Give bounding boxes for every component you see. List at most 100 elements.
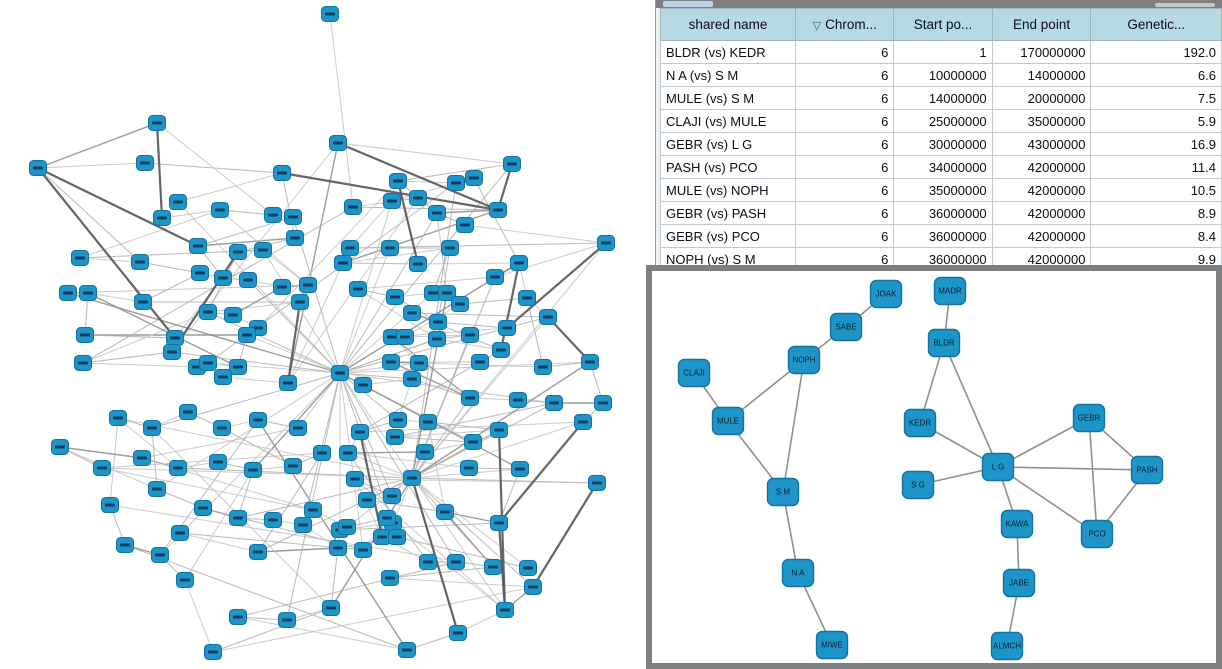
network-edge[interactable] — [943, 342, 999, 468]
network-node[interactable] — [436, 504, 454, 520]
network-node[interactable] — [490, 422, 508, 438]
network-node[interactable] — [419, 554, 437, 570]
network-edge[interactable] — [342, 262, 419, 265]
network-edge[interactable] — [156, 122, 274, 216]
network-edge[interactable] — [82, 351, 173, 364]
network-node[interactable] — [574, 414, 592, 430]
network-edge[interactable] — [339, 362, 420, 374]
network-edge[interactable] — [394, 429, 500, 438]
network-edge[interactable] — [84, 334, 176, 339]
network-node[interactable] — [409, 190, 427, 206]
network-node[interactable] — [424, 285, 442, 301]
network-node[interactable] — [289, 420, 307, 436]
network-edge[interactable] — [411, 242, 607, 479]
network-edge[interactable] — [339, 247, 391, 374]
table-row[interactable]: MULE (vs) NOPH 6 35000000 42000000 10.5 — [659, 178, 1222, 202]
network-node[interactable] — [545, 395, 563, 411]
network-node[interactable] — [189, 238, 207, 254]
network-node[interactable] — [239, 272, 257, 288]
network-node[interactable] — [169, 460, 187, 476]
network-edge[interactable] — [59, 446, 143, 459]
network-edge[interactable] — [197, 237, 296, 247]
network-node-kedr[interactable]: KEDR — [903, 408, 937, 438]
network-edge[interactable] — [411, 397, 471, 479]
network-edge[interactable] — [142, 272, 201, 303]
network-edge[interactable] — [257, 180, 399, 329]
network-node[interactable] — [354, 377, 372, 393]
network-node[interactable] — [403, 305, 421, 321]
network-edge[interactable] — [82, 362, 198, 368]
network-edge[interactable] — [1088, 417, 1098, 535]
network-node[interactable] — [59, 285, 77, 301]
network-node[interactable] — [238, 327, 256, 343]
network-node-joak[interactable]: JOAK — [869, 279, 903, 309]
network-edge[interactable] — [389, 577, 534, 588]
network-node[interactable] — [273, 279, 291, 295]
network-edge[interactable] — [411, 378, 471, 399]
network-node-s-m[interactable]: S M — [766, 477, 800, 507]
network-node[interactable] — [518, 290, 536, 306]
network-node[interactable] — [447, 554, 465, 570]
network-node[interactable] — [214, 270, 232, 286]
network-node[interactable] — [76, 327, 94, 343]
network-edge[interactable] — [349, 200, 393, 249]
network-node[interactable] — [153, 210, 171, 226]
network-node[interactable] — [229, 510, 247, 526]
network-edge[interactable] — [151, 427, 158, 490]
network-edge[interactable] — [997, 466, 1148, 471]
network-node[interactable] — [484, 559, 502, 575]
network-node-mule[interactable]: MULE — [711, 406, 745, 436]
network-edge[interactable] — [473, 177, 520, 264]
network-edge[interactable] — [286, 372, 341, 621]
network-edge[interactable] — [437, 321, 508, 329]
network-edge[interactable] — [207, 301, 301, 313]
network-node[interactable] — [451, 296, 469, 312]
network-node[interactable] — [419, 414, 437, 430]
network-edge[interactable] — [339, 372, 457, 563]
network-node[interactable] — [29, 160, 47, 176]
table-row[interactable]: GEBR (vs) L G 6 30000000 43000000 16.9 — [659, 132, 1222, 156]
network-node[interactable] — [131, 254, 149, 270]
network-edge[interactable] — [464, 224, 607, 244]
column-header-chrom-[interactable]: ▽ Chrom... — [795, 8, 895, 41]
network-edge[interactable] — [339, 372, 399, 421]
network-node[interactable] — [410, 355, 428, 371]
network-edge[interactable] — [359, 361, 481, 433]
table-row[interactable]: N A (vs) S M 6 10000000 14000000 6.6 — [659, 63, 1222, 87]
network-node[interactable] — [194, 500, 212, 516]
network-node[interactable] — [429, 314, 447, 330]
network-node[interactable] — [136, 155, 154, 171]
network-edge[interactable] — [139, 261, 201, 274]
network-edge[interactable] — [411, 361, 591, 479]
network-node[interactable] — [211, 202, 229, 218]
network-node[interactable] — [341, 240, 359, 256]
network-edge[interactable] — [297, 372, 341, 429]
network-node[interactable] — [460, 460, 478, 476]
network-edge[interactable] — [141, 427, 299, 459]
network-node[interactable] — [109, 410, 127, 426]
detail-network-panel[interactable]: JOAK MADR SABE NOPH BLDR CLAJI MULE KEDR GEBR L G… — [646, 265, 1222, 669]
column-header-genetic-[interactable]: Genetic... — [1090, 8, 1222, 41]
network-node[interactable] — [331, 365, 349, 381]
network-node[interactable] — [321, 6, 339, 22]
network-edge[interactable] — [37, 167, 199, 247]
scrollbar-thumb[interactable] — [663, 1, 713, 7]
network-node-claji[interactable]: CLAJI — [677, 358, 711, 388]
network-node-l-g[interactable]: L G — [981, 452, 1015, 482]
main-network-panel[interactable] — [0, 0, 655, 669]
network-node[interactable] — [588, 475, 606, 491]
network-node[interactable] — [490, 515, 508, 531]
network-node[interactable] — [79, 285, 97, 301]
network-node[interactable] — [329, 135, 347, 151]
network-edge[interactable] — [124, 544, 408, 651]
network-node[interactable] — [171, 525, 189, 541]
network-node[interactable] — [214, 369, 232, 385]
network-node[interactable] — [286, 230, 304, 246]
network-node[interactable] — [492, 342, 510, 358]
network-node[interactable] — [441, 240, 459, 256]
network-edge[interactable] — [498, 421, 584, 524]
network-edge[interactable] — [281, 171, 499, 212]
network-node[interactable] — [249, 544, 267, 560]
network-node[interactable] — [524, 579, 542, 595]
network-edge[interactable] — [339, 372, 364, 551]
